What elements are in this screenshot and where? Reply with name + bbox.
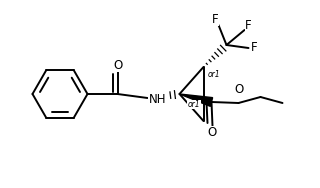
Text: F: F (245, 18, 252, 32)
Polygon shape (180, 94, 212, 106)
Text: or1: or1 (207, 70, 220, 79)
Text: F: F (212, 12, 219, 26)
Text: NH: NH (148, 92, 166, 105)
Text: O: O (234, 83, 243, 96)
Text: O: O (113, 58, 122, 71)
Text: F: F (251, 40, 258, 54)
Text: O: O (208, 127, 217, 139)
Text: or1: or1 (188, 100, 200, 109)
